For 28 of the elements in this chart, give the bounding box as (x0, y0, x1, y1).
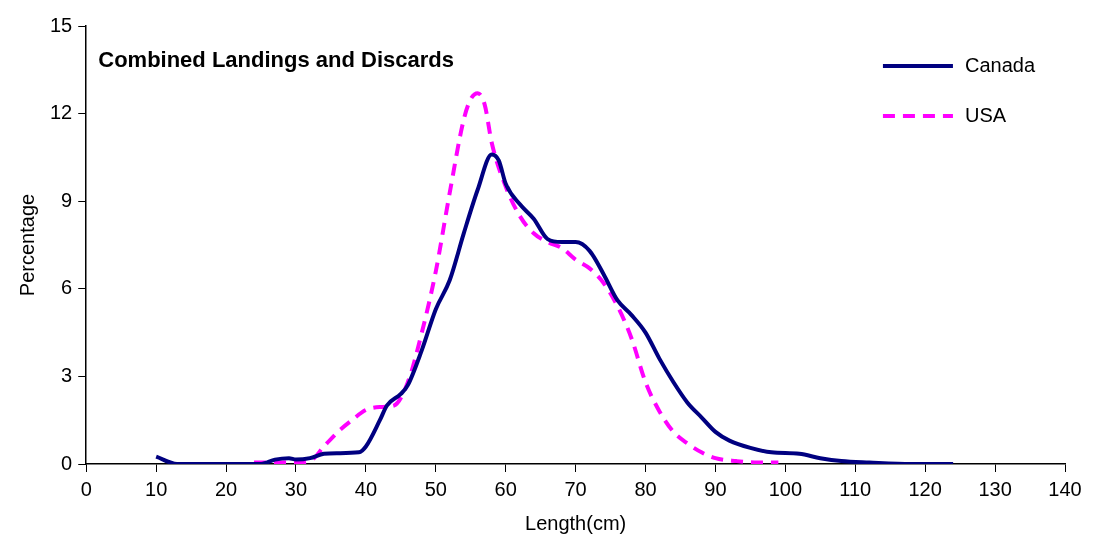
line-series (252, 91, 781, 464)
legend-label: Canada (964, 53, 1036, 76)
x-tick-label: 100 (768, 477, 803, 500)
y-tick-label: 15 (50, 13, 73, 36)
x-tick-label: 50 (424, 477, 447, 500)
x-tick-label: 30 (284, 477, 308, 500)
y-tick-label: 3 (61, 363, 73, 386)
x-tick-label: 10 (145, 477, 168, 500)
x-tick-label: 80 (634, 477, 657, 500)
x-tick-label: 140 (1048, 477, 1082, 500)
y-tick-label: 6 (61, 276, 73, 299)
x-tick-label: 90 (704, 477, 727, 500)
x-tick-label: 60 (494, 477, 517, 500)
x-axis-title: Length(cm) (525, 511, 627, 534)
x-tick-label: 110 (839, 477, 872, 500)
x-tick-label: 130 (978, 477, 1012, 500)
y-tick-label: 0 (61, 451, 73, 474)
x-tick-label: 40 (354, 477, 378, 500)
legend-label: USA (964, 103, 1007, 126)
y-axis-title: Percentage (15, 193, 38, 297)
x-tick-label: 20 (214, 477, 238, 500)
y-tick-label: 9 (61, 188, 73, 211)
y-tick-label: 12 (50, 101, 73, 124)
x-tick-label: 120 (908, 477, 942, 500)
x-tick-label: 0 (80, 477, 92, 500)
text: Combined Landings and Discards (98, 47, 454, 73)
line-series (154, 152, 956, 464)
x-tick-label: 70 (564, 477, 587, 500)
